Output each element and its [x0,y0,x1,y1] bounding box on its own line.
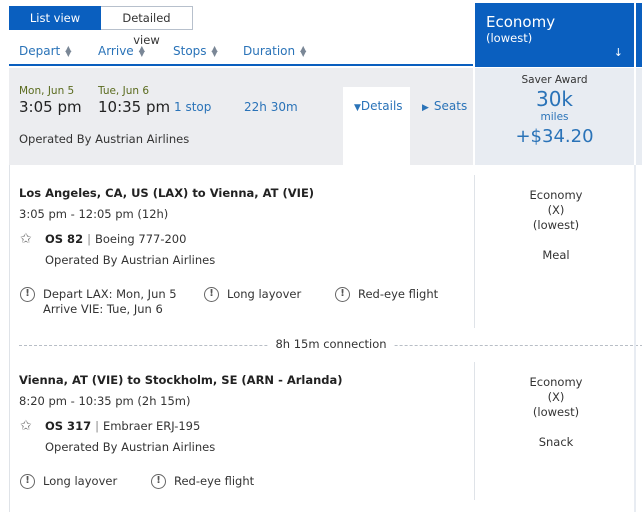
sort-depart[interactable]: Depart ▲ ▼ [19,44,71,58]
cabin-fare: (lowest) [532,405,580,419]
warning-arrive: Arrive VIE: Tue, Jun 6 [43,302,163,316]
arrive-date: Tue, Jun 6 [98,85,150,97]
star-alliance-icon: ✩ [20,231,32,247]
duration-value: 22h 30m [244,100,298,114]
segment-times: 8:20 pm - 10:35 pm (2h 15m) [19,394,191,408]
sort-depart-label: Depart [19,44,61,58]
segment-cabin: Economy (X) (lowest) Snack [476,375,636,450]
arrive-time: 10:35 pm [98,98,171,116]
flight-details-panel: Los Angeles, CA, US (LAX) to Vienna, AT … [9,165,642,512]
next-fare-edge [636,68,642,165]
cabin-header-title: Economy [486,13,556,31]
seats-link[interactable]: ▶ Seats [422,99,467,113]
warning-icon: ! [20,287,35,302]
arrow-down-icon: ↓ [613,46,623,59]
warning-icon: ! [204,287,219,302]
stops-link[interactable]: 1 stop [174,100,212,114]
sort-stops-label: Stops [173,44,207,58]
sort-arrive-label: Arrive [98,44,134,58]
detailed-view-button[interactable]: Detailed view [101,6,193,47]
connection-divider: 8h 15m connection [19,337,642,353]
list-view-button[interactable]: List view [9,6,101,30]
cabin-class: Economy [529,188,583,202]
segment-cabin: Economy (X) (lowest) Meal [476,188,636,263]
caret-down-icon: ▼ [354,103,361,113]
cabin-code: (X) [547,203,565,217]
warning-text: Long layover [43,474,118,488]
warning-text: Long layover [227,287,302,301]
fare-miles: 30k [535,87,574,111]
fare-miles-unit: miles [540,111,569,123]
cabin-column-header[interactable]: Economy (lowest) ↓ [475,3,634,67]
long-layover-warning: ! Long layover [20,474,117,489]
details-toggle[interactable]: ▼Details [343,87,410,166]
fare-cell[interactable]: Saver Award 30k miles +$34.20 [475,68,634,165]
segment-route: Los Angeles, CA, US (LAX) to Vienna, AT … [19,186,315,200]
sort-icon: ▲ ▼ [138,44,145,58]
warning-text: Red-eye flight [174,474,255,488]
sort-duration[interactable]: Duration ▲ ▼ [243,44,306,58]
segment-operated-by: Operated By Austrian Airlines [45,440,216,454]
meal-service: Snack [538,435,574,449]
star-alliance-icon: ✩ [20,418,32,434]
sort-icon: ▲ ▼ [211,44,218,58]
segment-operated-by: Operated By Austrian Airlines [45,253,216,267]
sort-arrive[interactable]: Arrive ▲ ▼ [98,44,145,58]
sort-stops[interactable]: Stops ▲ ▼ [173,44,218,58]
aircraft-type: Embraer ERJ-195 [102,419,201,433]
sort-header: Depart ▲ ▼ Arrive ▲ ▼ Stops ▲ ▼ Duration ▲ ▼ [9,44,473,66]
flight-summary-row: Mon, Jun 5 3:05 pm Tue, Jun 6 10:35 pm 1… [9,68,473,166]
connection-time: 8h 15m connection [267,337,395,351]
details-label: Details [360,99,403,113]
sort-icon: ▲ ▼ [65,44,72,58]
cabin-header-subtitle: (lowest) [486,31,533,45]
warning-text: Red-eye flight [358,287,439,301]
segment-route: Vienna, AT (VIE) to Stockholm, SE (ARN -… [19,373,343,387]
flight-info: OS 317 | Embraer ERJ-195 [45,419,201,433]
warning-icon: ! [20,474,35,489]
sort-duration-label: Duration [243,44,296,58]
meal-service: Meal [542,248,570,262]
flight-info: OS 82 | Boeing 777-200 [45,232,187,246]
red-eye-warning: ! Red-eye flight [151,474,254,489]
cabin-fare: (lowest) [532,218,580,232]
warning-icon: ! [335,287,350,302]
panel-right-edge [634,165,636,512]
flight-number: OS 317 [45,419,92,433]
fare-taxes: +$34.20 [515,126,594,147]
cabin-code: (X) [547,390,565,404]
next-column-edge [636,3,642,67]
depart-arrive-warning: ! Depart LAX: Mon, Jun 5 Arrive VIE: Tue,… [20,287,177,317]
depart-date: Mon, Jun 5 [19,85,75,97]
seats-label: Seats [433,99,468,113]
warning-depart: Depart LAX: Mon, Jun 5 [43,287,177,301]
column-divider [474,362,475,500]
depart-time: 3:05 pm [19,98,82,116]
column-divider [474,175,475,328]
red-eye-warning: ! Red-eye flight [335,287,438,302]
view-toggle: List view Detailed view [9,6,193,47]
cabin-class: Economy [529,375,583,389]
flight-number: OS 82 [45,232,84,246]
fare-type: Saver Award [521,74,588,86]
segment-times: 3:05 pm - 12:05 pm (12h) [19,207,169,221]
caret-right-icon: ▶ [422,103,429,113]
aircraft-type: Boeing 777-200 [94,232,187,246]
warning-icon: ! [151,474,166,489]
sort-icon: ▲ ▼ [300,44,307,58]
long-layover-warning: ! Long layover [204,287,301,302]
operated-by: Operated By Austrian Airlines [19,132,190,146]
